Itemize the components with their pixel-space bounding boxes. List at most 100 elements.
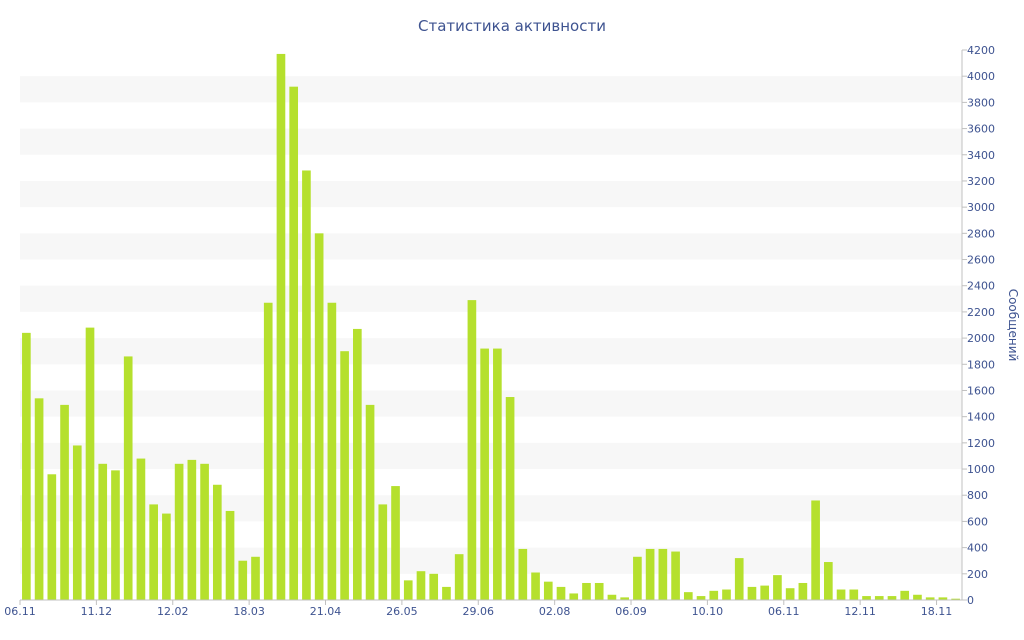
bar[interactable] bbox=[225, 510, 235, 600]
bar[interactable] bbox=[836, 589, 846, 600]
bar[interactable] bbox=[238, 560, 248, 600]
bar[interactable] bbox=[60, 404, 69, 600]
bar[interactable] bbox=[849, 589, 859, 600]
y-axis-ticks: 0 200 400 600 800 1000 1200 1400 1600 1800 2000 220… bbox=[962, 44, 995, 607]
grid-band bbox=[20, 390, 962, 417]
x-tick-label: 18.03 bbox=[233, 605, 265, 618]
y-tick-label: 3600 bbox=[967, 123, 995, 136]
y-tick-label: 1800 bbox=[967, 358, 995, 371]
x-tick-label: 10.10 bbox=[692, 605, 724, 618]
bar[interactable] bbox=[594, 582, 604, 600]
bar[interactable] bbox=[340, 351, 349, 600]
bar[interactable] bbox=[951, 598, 960, 600]
bar[interactable] bbox=[887, 596, 897, 600]
bar[interactable] bbox=[518, 548, 528, 600]
x-tick-label: 26.05 bbox=[386, 605, 418, 618]
x-tick-label: 06.11 bbox=[4, 605, 36, 618]
bar[interactable] bbox=[785, 588, 795, 600]
x-axis-ticks: 06.11 11.12 12.02 18.03 21.04 26.05 29.06 02.08… bbox=[4, 600, 952, 618]
bar[interactable] bbox=[263, 302, 273, 600]
bar[interactable] bbox=[798, 582, 808, 600]
x-tick-label: 06.11 bbox=[768, 605, 800, 618]
bar[interactable] bbox=[683, 592, 693, 600]
bar[interactable] bbox=[582, 582, 591, 600]
bar[interactable] bbox=[467, 300, 477, 600]
bar[interactable] bbox=[429, 573, 439, 600]
y-axis-label: Сообщений bbox=[1006, 289, 1020, 362]
bar[interactable] bbox=[658, 548, 668, 600]
bar[interactable] bbox=[212, 484, 222, 600]
bar[interactable] bbox=[862, 596, 871, 600]
bar[interactable] bbox=[734, 558, 744, 600]
bar[interactable] bbox=[709, 590, 719, 600]
bar[interactable] bbox=[480, 348, 489, 600]
bar[interactable] bbox=[200, 463, 209, 600]
bar[interactable] bbox=[327, 302, 337, 600]
x-tick-label: 21.04 bbox=[310, 605, 342, 618]
bar[interactable] bbox=[365, 404, 375, 600]
bar[interactable] bbox=[454, 554, 464, 600]
bar[interactable] bbox=[162, 513, 171, 600]
bar[interactable] bbox=[505, 397, 515, 600]
bar[interactable] bbox=[696, 596, 706, 600]
bar[interactable] bbox=[938, 597, 948, 600]
bar[interactable] bbox=[289, 86, 299, 600]
bar[interactable] bbox=[900, 590, 910, 600]
bar[interactable] bbox=[391, 486, 400, 600]
bar[interactable] bbox=[722, 589, 731, 600]
bar[interactable] bbox=[824, 562, 833, 600]
grid-band bbox=[20, 547, 962, 574]
bar[interactable] bbox=[633, 556, 642, 600]
bar[interactable] bbox=[314, 233, 324, 601]
bar[interactable] bbox=[671, 551, 680, 600]
bar[interactable] bbox=[874, 596, 884, 600]
y-tick-label: 1200 bbox=[967, 437, 995, 450]
bar[interactable] bbox=[174, 463, 184, 600]
bar[interactable] bbox=[607, 594, 617, 600]
y-tick-label: 0 bbox=[967, 594, 974, 607]
bar[interactable] bbox=[925, 597, 935, 600]
bar[interactable] bbox=[556, 586, 566, 600]
y-tick-label: 1600 bbox=[967, 384, 995, 397]
bar[interactable] bbox=[34, 398, 44, 600]
y-tick-label: 2000 bbox=[967, 332, 995, 345]
x-tick-label: 12.02 bbox=[157, 605, 189, 618]
bar[interactable] bbox=[747, 586, 757, 600]
bar[interactable] bbox=[493, 348, 502, 600]
bar[interactable] bbox=[531, 572, 540, 601]
bar[interactable] bbox=[620, 597, 629, 600]
bar[interactable] bbox=[136, 458, 146, 600]
y-tick-label: 600 bbox=[967, 515, 988, 528]
bar[interactable] bbox=[416, 571, 426, 600]
bar[interactable] bbox=[85, 327, 95, 600]
chart-title: Статистика активности bbox=[418, 17, 606, 35]
bar[interactable] bbox=[72, 445, 82, 600]
bar[interactable] bbox=[22, 332, 31, 600]
bar[interactable] bbox=[123, 356, 133, 600]
bar[interactable] bbox=[442, 586, 451, 600]
y-tick-label: 4000 bbox=[967, 70, 995, 83]
y-tick-label: 400 bbox=[967, 542, 988, 555]
bar[interactable] bbox=[187, 459, 197, 600]
bar[interactable] bbox=[353, 328, 362, 600]
bar[interactable] bbox=[811, 500, 820, 600]
bar[interactable] bbox=[302, 170, 311, 600]
y-tick-label: 2800 bbox=[967, 227, 995, 240]
bar[interactable] bbox=[47, 474, 57, 600]
bar[interactable] bbox=[569, 593, 579, 600]
bar[interactable] bbox=[543, 581, 553, 600]
bar[interactable] bbox=[403, 580, 413, 600]
bar[interactable] bbox=[251, 556, 260, 600]
bar[interactable] bbox=[98, 463, 108, 600]
bar[interactable] bbox=[645, 548, 655, 600]
bar[interactable] bbox=[111, 470, 120, 600]
bar[interactable] bbox=[149, 504, 158, 600]
x-tick-label: 18.11 bbox=[921, 605, 953, 618]
bar[interactable] bbox=[913, 594, 922, 600]
bar[interactable] bbox=[773, 575, 782, 600]
bar[interactable] bbox=[378, 504, 388, 600]
bar[interactable] bbox=[760, 585, 770, 600]
bar[interactable] bbox=[276, 53, 286, 600]
bars bbox=[22, 53, 960, 601]
